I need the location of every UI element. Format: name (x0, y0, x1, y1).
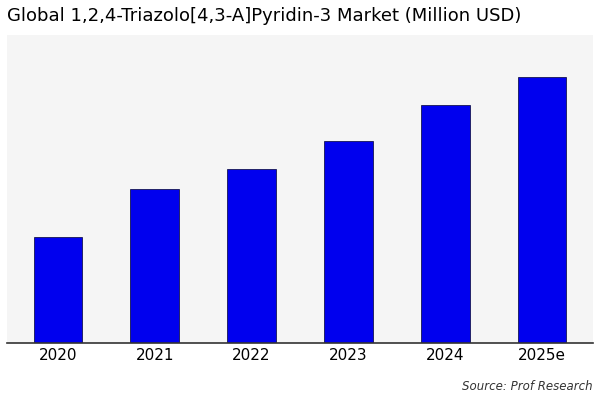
Text: Global 1,2,4-Triazolo[4,3-A]Pyridin-3 Market (Million USD): Global 1,2,4-Triazolo[4,3-A]Pyridin-3 Ma… (7, 7, 521, 25)
Bar (518, 77, 566, 343)
Bar (421, 105, 470, 343)
Bar (130, 189, 179, 343)
Bar (34, 237, 82, 343)
Bar (324, 141, 373, 343)
Text: Source: Prof Research: Source: Prof Research (463, 380, 593, 393)
Bar (227, 169, 276, 343)
